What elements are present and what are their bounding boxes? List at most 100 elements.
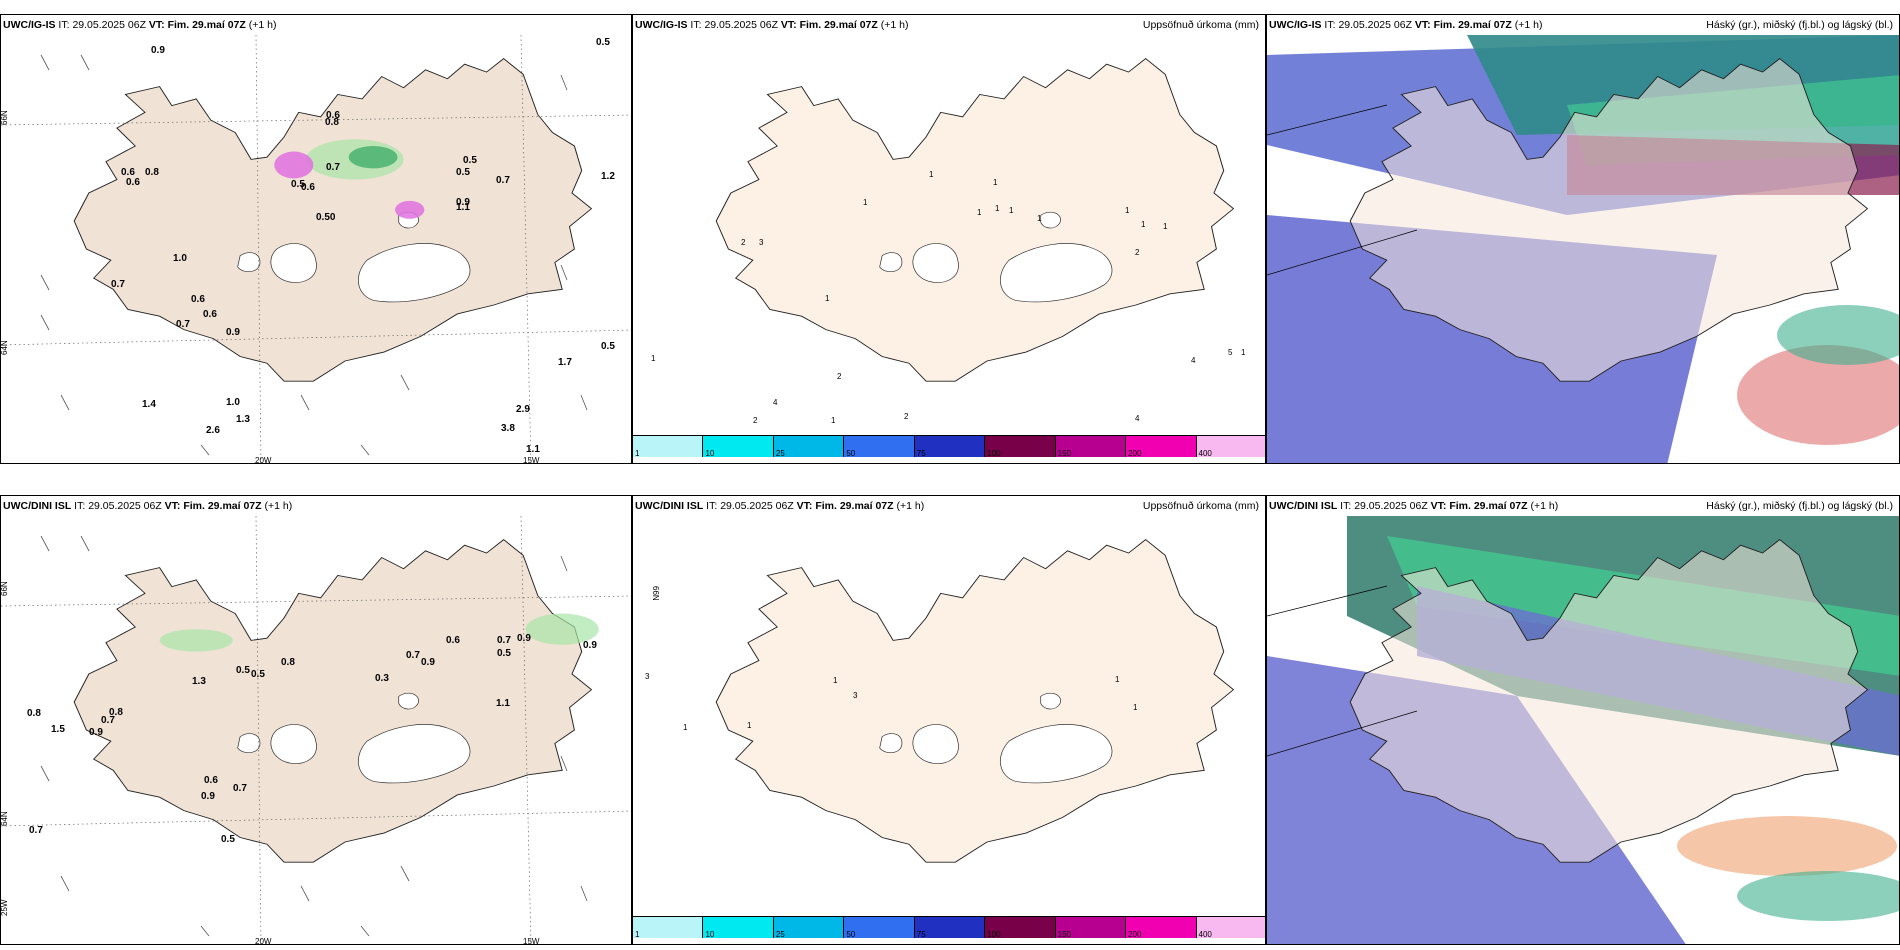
panel-title: Uppsöfnuð úrkoma (mm) — [1142, 500, 1259, 512]
precip-colorbar: 1 10 25 50 75 100 150 200 400 — [633, 435, 1265, 458]
precip-value: 0.7 — [176, 319, 190, 330]
svg-text:1: 1 — [831, 416, 836, 425]
svg-text:1: 1 — [1037, 214, 1042, 223]
wind-precip-map: 66N 64N 25W 20W 15W 0.7 0.8 0.6 0.9 0.7 … — [1, 515, 631, 945]
precip-value-labels: 0.7 0.8 0.6 0.9 0.7 0.5 0.5 0.8 1.3 1.5 … — [27, 633, 597, 845]
svg-text:0.5: 0.5 — [497, 648, 511, 659]
precip-value: 0.5 — [463, 155, 477, 166]
svg-text:1.5: 1.5 — [51, 724, 65, 735]
map-panel-wind-precip-bottom: UWC/DINI ISL IT: 29.05.2025 06Z VT: Fim.… — [0, 495, 632, 945]
svg-text:1: 1 — [993, 178, 998, 187]
svg-text:0.6: 0.6 — [446, 635, 460, 646]
precip-value: 0.9 — [151, 45, 165, 56]
svg-text:1: 1 — [1125, 206, 1130, 215]
svg-text:1: 1 — [1141, 220, 1146, 229]
svg-text:0.3: 0.3 — [375, 673, 389, 684]
svg-text:4: 4 — [1191, 356, 1196, 365]
svg-text:0.8: 0.8 — [109, 707, 123, 718]
svg-text:0.9: 0.9 — [89, 727, 103, 738]
axis-label-20w: 20W — [255, 456, 272, 464]
map-panel-accum-precip-top: UWC/IG-IS IT: 29.05.2025 06Z VT: Fim. 29… — [632, 14, 1266, 464]
svg-text:1: 1 — [1115, 675, 1120, 684]
precip-value: 0.9 — [226, 327, 240, 338]
svg-text:1.3: 1.3 — [192, 676, 206, 687]
svg-text:1: 1 — [1163, 222, 1168, 231]
panel-header: UWC/DINI ISL IT: 29.05.2025 06Z VT: Fim.… — [635, 500, 925, 512]
precip-value: 1.7 — [558, 357, 572, 368]
axis-label-20w: 20W — [255, 937, 272, 945]
svg-text:0.7: 0.7 — [29, 825, 43, 836]
svg-text:5: 5 — [1228, 348, 1233, 357]
svg-text:0.8: 0.8 — [27, 708, 41, 719]
precip-colorbar: 1 10 25 50 75 100 150 200 400 — [633, 916, 1265, 939]
svg-text:2: 2 — [1135, 248, 1140, 257]
svg-text:2: 2 — [837, 372, 842, 381]
svg-text:0.9: 0.9 — [201, 791, 215, 802]
precip-value: 2.9 — [516, 404, 530, 415]
svg-text:0.7: 0.7 — [101, 715, 115, 726]
svg-text:3: 3 — [759, 238, 764, 247]
accum-value-labels: 1 1 1 1 1 1 2 3 1 1 2 1 1 4 5 1 2 4 2 1 … — [651, 170, 1246, 425]
axis-label-15w: 15W — [523, 456, 540, 464]
map-panel-clouds-bottom: UWC/DINI ISL IT: 29.05.2025 06Z VT: Fim.… — [1266, 495, 1900, 945]
svg-text:1: 1 — [929, 170, 934, 179]
precip-value: 0.5 — [601, 341, 615, 352]
cloud-cover-map — [1267, 35, 1899, 463]
svg-text:1: 1 — [1241, 348, 1246, 357]
axis-label-66n: 66N — [1, 110, 9, 125]
svg-text:0.9: 0.9 — [517, 633, 531, 644]
precip-value: 1.2 — [601, 171, 615, 182]
axis-label-25w: 25W — [1, 899, 9, 916]
precip-value: 1.4 — [142, 399, 156, 410]
precip-value: 0.6 — [191, 294, 205, 305]
precip-value: 0.5 — [456, 167, 470, 178]
axis-label-64n: 64N — [1, 340, 9, 355]
svg-text:4: 4 — [773, 398, 778, 407]
accum-precip-map: 66N 3 1 3 1 1 1 1 — [645, 538, 1235, 863]
precip-value: 0.8 — [145, 167, 159, 178]
panel-title: Háský (gr.), miðský (fj.bl.) og lágský (… — [1706, 500, 1893, 512]
precip-value: 0.7 — [111, 279, 125, 290]
precip-value: 0.6 — [121, 167, 135, 178]
svg-text:0.9: 0.9 — [421, 657, 435, 668]
panel-header: UWC/DINI ISL IT: 29.05.2025 06Z VT: Fim.… — [1269, 500, 1559, 512]
svg-text:0.9: 0.9 — [583, 640, 597, 651]
precip-value: 0.6 — [126, 177, 140, 188]
svg-text:1: 1 — [651, 354, 656, 363]
panel-header: UWC/IG-IS IT: 29.05.2025 06Z VT: Fim. 29… — [635, 19, 909, 31]
svg-text:1: 1 — [1009, 206, 1014, 215]
svg-text:66N: 66N — [651, 586, 660, 601]
svg-text:0.8: 0.8 — [281, 657, 295, 668]
svg-text:1: 1 — [683, 723, 688, 732]
axis-label-64n: 64N — [1, 811, 9, 826]
map-panel-wind-precip-top: UWC/IG-IS IT: 29.05.2025 06Z VT: Fim. 29… — [0, 14, 632, 464]
wind-barbs — [40, 535, 588, 937]
precip-value: 3.8 — [501, 423, 515, 434]
panel-header: UWC/IG-IS IT: 29.05.2025 06Z VT: Fim. 29… — [3, 19, 277, 31]
precip-value: 0.50 — [316, 212, 336, 223]
panel-header: UWC/DINI ISL IT: 29.05.2025 06Z VT: Fim.… — [3, 500, 293, 512]
axis-label-66n: 66N — [1, 581, 9, 596]
precip-value: 1.1 — [526, 444, 540, 455]
svg-text:1: 1 — [833, 676, 838, 685]
precip-value: 0.8 — [325, 117, 339, 128]
axis-label-15w: 15W — [523, 937, 540, 945]
svg-text:3: 3 — [645, 672, 650, 681]
svg-text:1: 1 — [1133, 703, 1138, 712]
svg-text:1: 1 — [995, 204, 1000, 213]
svg-text:0.5: 0.5 — [251, 669, 265, 680]
precip-value: 0.6 — [301, 182, 315, 193]
svg-text:0.7: 0.7 — [233, 783, 247, 794]
wind-precip-map: 66N 64N 20W 15W 0.9 0.6 0.5 0.8 0.6 1.0 … — [1, 34, 631, 464]
svg-text:0.5: 0.5 — [221, 834, 235, 845]
precip-value: 1.0 — [226, 397, 240, 408]
wind-barbs — [40, 54, 588, 456]
panel-title: Uppsöfnuð úrkoma (mm) — [1142, 19, 1259, 31]
map-panel-accum-precip-bottom: UWC/DINI ISL IT: 29.05.2025 06Z VT: Fim.… — [632, 495, 1266, 945]
svg-text:0.6: 0.6 — [204, 775, 218, 786]
cloud-cover-map — [1267, 516, 1899, 944]
svg-text:1.1: 1.1 — [496, 698, 510, 709]
precip-value: 0.7 — [496, 175, 510, 186]
svg-text:1: 1 — [977, 208, 982, 217]
svg-text:0.5: 0.5 — [236, 665, 250, 676]
